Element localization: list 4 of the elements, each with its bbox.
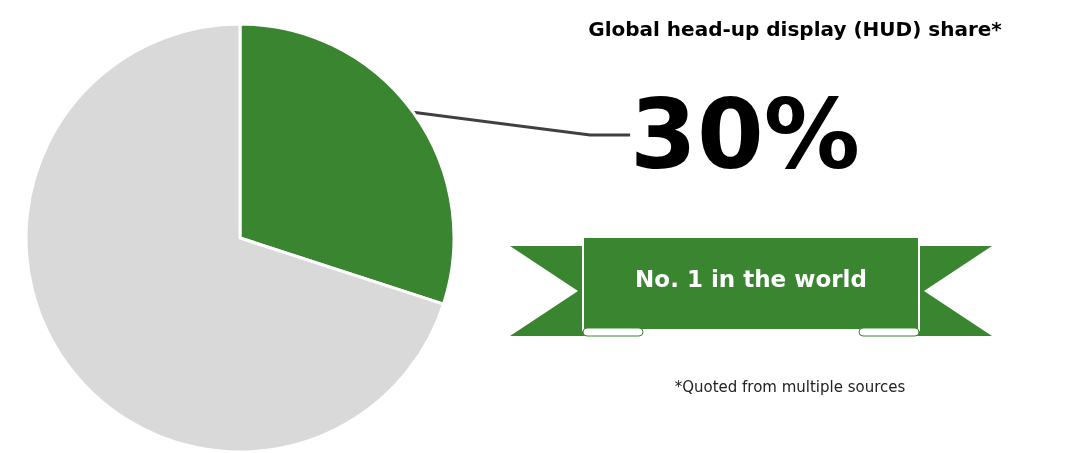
text: *Quoted from multiple sources (673, 378, 907, 396)
data-label: 30% (630, 79, 860, 191)
chart-title: Global head-up display (HUD) share* (588, 17, 1003, 41)
text: No. 1 in the world (634, 266, 868, 292)
